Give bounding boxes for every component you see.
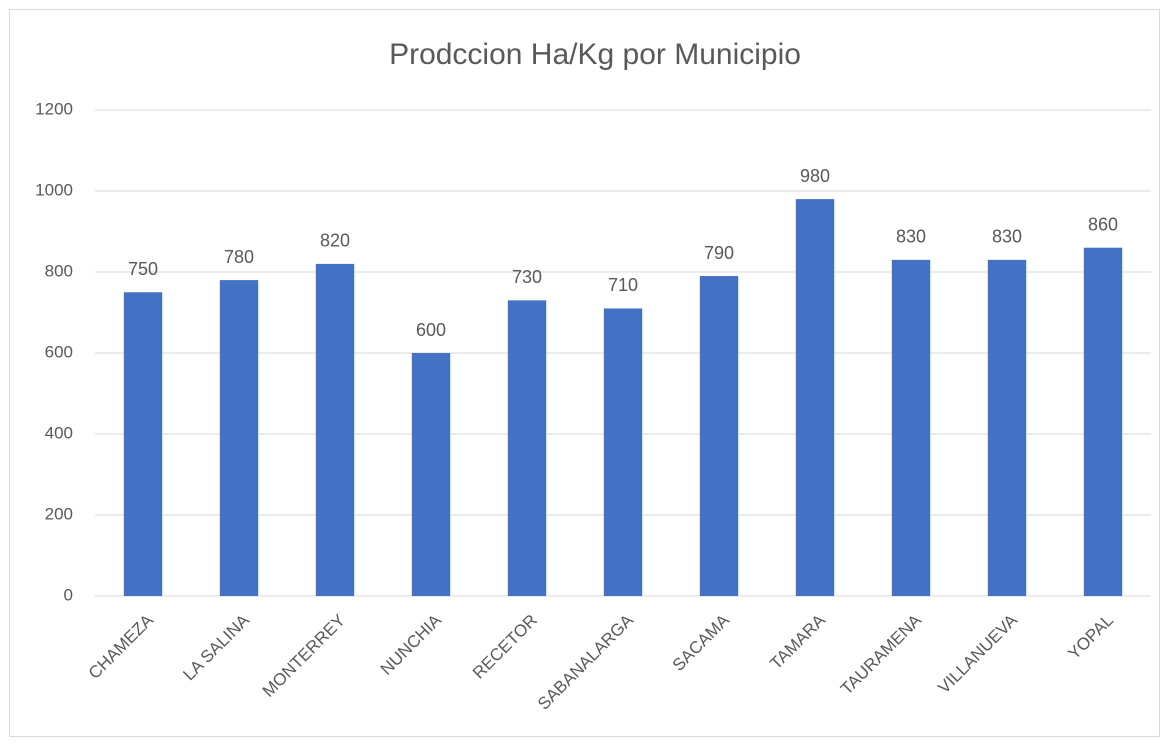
data-label: 780 <box>224 247 254 267</box>
y-tick-label: 800 <box>45 261 73 280</box>
data-label: 980 <box>800 166 830 186</box>
data-label: 830 <box>992 227 1022 247</box>
data-label: 830 <box>896 227 926 247</box>
bar <box>123 292 163 596</box>
bar <box>219 280 259 596</box>
bar <box>987 259 1027 596</box>
data-label: 820 <box>320 231 350 251</box>
chart-border <box>9 9 1160 737</box>
data-label: 600 <box>416 320 446 340</box>
bar <box>411 353 451 596</box>
y-tick-label: 1000 <box>35 180 73 199</box>
bar <box>795 199 835 596</box>
bar <box>699 276 739 596</box>
data-label: 790 <box>704 243 734 263</box>
bar <box>315 263 355 596</box>
y-tick-label: 0 <box>64 585 73 604</box>
bar <box>1083 247 1123 596</box>
chart-title: Prodccion Ha/Kg por Municipio <box>389 38 801 71</box>
bar <box>603 308 643 596</box>
y-tick-label: 200 <box>45 504 73 523</box>
bar <box>891 259 931 596</box>
y-tick-label: 600 <box>45 342 73 361</box>
y-tick-label: 400 <box>45 423 73 442</box>
bar <box>507 300 547 596</box>
y-tick-label: 1200 <box>35 99 73 118</box>
data-label: 710 <box>608 275 638 295</box>
data-label: 860 <box>1088 214 1118 234</box>
data-label: 730 <box>512 267 542 287</box>
data-label: 750 <box>128 259 158 279</box>
